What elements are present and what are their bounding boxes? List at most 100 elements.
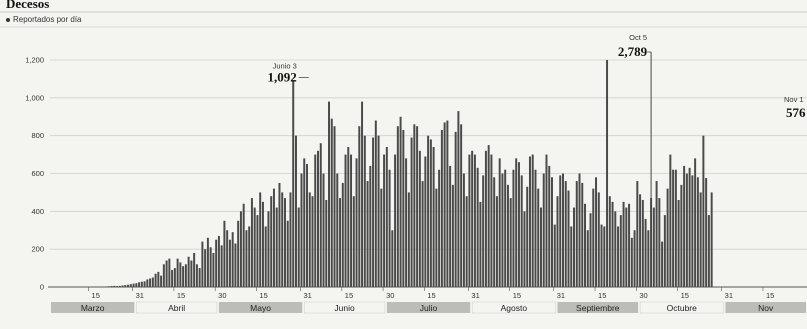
bar [206,237,209,287]
bar [435,188,438,287]
bar [113,285,116,287]
bars [50,60,713,288]
x-tick-label: 31 [303,291,311,300]
bar [157,271,160,287]
bar [286,220,289,287]
x-tick-label: 31 [557,291,565,300]
bar [506,184,509,287]
bar [416,126,419,287]
bar [369,165,372,287]
bar [556,196,559,287]
bar [165,260,168,287]
bar [685,173,688,287]
bar [636,181,639,287]
month-label: Mayo [250,303,271,313]
bar [303,158,306,287]
bar [380,188,383,287]
bar [553,224,556,287]
bar [661,241,664,287]
bar [110,286,113,287]
annotation-value: 576 [786,105,806,120]
bar [573,207,576,287]
bar [297,207,300,287]
bar [352,196,355,287]
bar [424,156,427,287]
bar [358,126,361,287]
bar [471,150,474,287]
bar [608,196,611,287]
bar [490,154,493,287]
bar [710,192,713,287]
x-tick-label: 30 [386,291,394,300]
annotation-value: 1,092 [268,69,297,84]
bar [168,258,171,287]
bar [622,201,625,287]
bar [479,201,482,287]
bar [179,262,182,287]
bar [204,249,207,287]
bar [341,182,344,287]
month-label: Nov [758,303,774,313]
month-band [136,301,218,314]
bar [190,260,193,287]
bar [534,169,537,287]
bar [702,135,705,287]
bar [339,198,342,287]
y-tick-label: 1,200 [25,56,44,65]
bar [562,173,564,287]
bar [239,211,242,287]
bar [228,239,231,287]
bar [319,143,322,287]
bar [220,245,223,287]
bar [160,275,163,287]
bar [606,60,609,287]
bar [633,230,636,287]
bar [454,131,457,287]
bar [542,173,545,287]
x-tick-label: 15 [766,291,774,300]
bar [526,186,529,287]
bar [672,169,675,287]
bar [195,264,198,287]
bar [655,181,658,287]
bar [517,162,520,287]
x-tick-label: 30 [218,291,226,300]
bar [460,124,463,287]
bar [696,177,699,287]
bar [443,122,446,287]
chart-title: Decesos [6,0,50,11]
bar [278,182,281,287]
y-tick-label: 400 [31,207,44,216]
bar [394,154,397,287]
bar [264,226,267,287]
legend: Reportados por día [6,15,82,24]
bar [528,156,531,287]
bar [132,283,135,287]
bar [570,226,573,287]
bar [223,220,226,287]
bar [683,165,686,287]
bar [215,239,218,287]
bar [127,284,130,287]
bar [548,165,551,287]
bar [564,181,567,287]
x-tick-label: 31 [725,291,733,300]
x-tick-label: 15 [259,291,267,300]
bar [355,158,358,287]
bar [617,226,620,287]
bar [405,158,408,287]
bar [272,188,275,287]
bar [292,80,295,288]
bar [584,203,587,287]
month-band [639,301,724,314]
bar [245,230,248,287]
bar [575,181,578,287]
bar [421,181,424,287]
bar [140,281,143,287]
bar [429,139,432,287]
x-tick-label: 15 [345,291,353,300]
bar [209,247,212,287]
bar [193,252,196,287]
bar [520,175,523,287]
bar [680,184,683,287]
